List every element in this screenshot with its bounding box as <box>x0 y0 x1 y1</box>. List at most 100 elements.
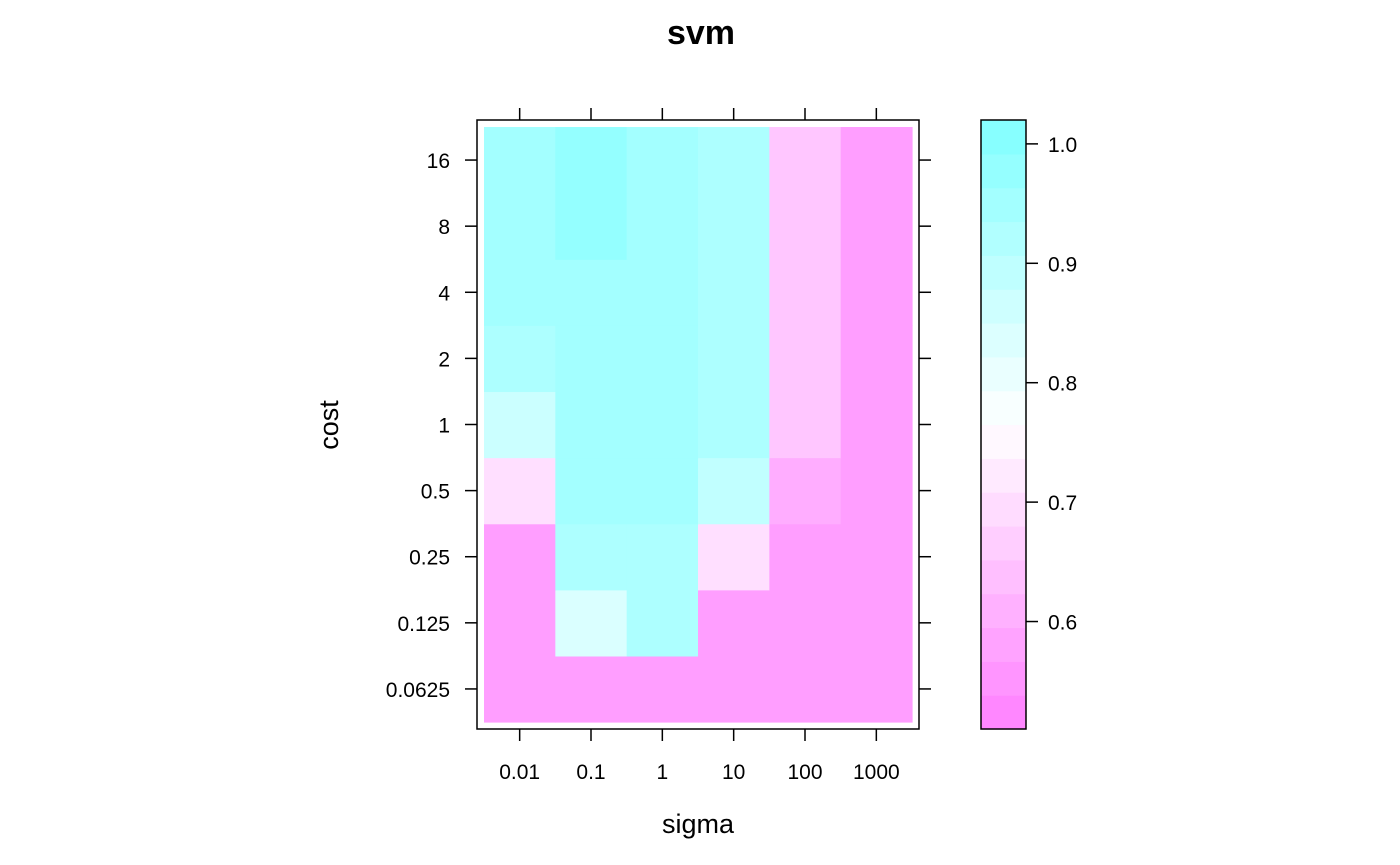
color-key-band <box>981 424 1026 459</box>
heatmap-cell <box>626 193 699 260</box>
color-key-tick-label: 1.0 <box>1048 134 1077 157</box>
heatmap-cell <box>484 655 556 723</box>
y-tick-label: 0.0625 <box>386 679 450 702</box>
color-key-tick-label: 0.6 <box>1048 612 1077 635</box>
heatmap-cell <box>626 391 699 459</box>
heatmap-cell <box>769 391 842 459</box>
color-key-tick-label: 0.8 <box>1048 373 1077 396</box>
color-key-band <box>981 695 1026 730</box>
y-tick-label: 1 <box>438 415 450 438</box>
heatmap-cell <box>484 127 556 194</box>
heatmap-cell <box>555 325 628 393</box>
heatmap-cell <box>698 523 770 591</box>
color-key-band <box>981 323 1026 358</box>
y-axis-label: cost <box>314 400 344 450</box>
heatmap-cell <box>769 193 842 260</box>
y-tick-label: 2 <box>438 348 450 371</box>
heatmap-cell <box>769 259 842 326</box>
color-key-band <box>981 153 1026 189</box>
color-key-band <box>981 356 1026 392</box>
heatmap-cell <box>626 127 699 194</box>
color-key-band <box>981 255 1026 290</box>
color-key-band <box>981 492 1026 527</box>
heatmap-cell <box>698 325 770 393</box>
heatmap-cell <box>840 655 913 723</box>
heatmap-cell <box>840 391 913 459</box>
x-tick-label: 100 <box>787 761 822 784</box>
heatmap-cell <box>840 193 913 260</box>
x-tick-label: 0.01 <box>499 761 540 784</box>
heatmap-cell <box>484 325 556 393</box>
x-axis: 0.01 0.1 1 10 100 1000 <box>499 108 900 784</box>
heatmap-cell <box>626 589 699 657</box>
heatmap-cell <box>698 457 770 525</box>
color-key: 0.6 0.7 0.8 0.9 1.0 <box>980 119 1077 730</box>
heatmap-cell <box>626 655 699 723</box>
heatmap-cell <box>484 259 556 326</box>
y-tick-label: 4 <box>438 282 450 305</box>
x-axis-label: sigma <box>662 809 735 839</box>
heatmap-cell <box>698 127 770 194</box>
heatmap-cell <box>840 127 913 194</box>
y-tick-label: 16 <box>427 150 450 173</box>
heatmap-cell <box>555 127 628 194</box>
heatmap-cell <box>484 523 556 591</box>
heatmap-cell <box>555 655 628 723</box>
color-key-band <box>981 559 1026 595</box>
x-tick-label: 1 <box>656 761 668 784</box>
color-key-band <box>981 187 1026 223</box>
heatmap-cell <box>769 655 842 723</box>
heatmap-cell <box>484 193 556 260</box>
color-key-band <box>981 593 1026 629</box>
heatmap-cell <box>555 589 628 657</box>
color-key-band <box>981 120 1026 155</box>
heatmap-cell <box>698 391 770 459</box>
heatmap-cell <box>769 127 842 194</box>
color-key-tick-label: 0.9 <box>1048 253 1077 276</box>
heatmap-cell <box>626 259 699 326</box>
heatmap-cell <box>698 655 770 723</box>
heatmap-cell <box>555 523 628 591</box>
heatmap-cell <box>769 325 842 393</box>
y-tick-label: 0.5 <box>421 481 450 504</box>
heatmap-cell <box>698 193 770 260</box>
heatmap-cell <box>769 589 842 657</box>
heatmap-cell <box>840 259 913 326</box>
y-tick-label: 0.125 <box>397 613 450 636</box>
heatmap-cell <box>555 259 628 326</box>
heatmap-cell <box>484 589 556 657</box>
x-tick-label: 10 <box>722 761 745 784</box>
heatmap-cell <box>698 259 770 326</box>
heatmap-cells <box>484 127 913 723</box>
heatmap-cell <box>555 391 628 459</box>
heatmap-cell <box>484 457 556 525</box>
heatmap-cell <box>769 523 842 591</box>
y-tick-label: 8 <box>438 216 450 239</box>
x-tick-label: 0.1 <box>576 761 605 784</box>
heatmap-cell <box>626 457 699 525</box>
heatmap-cell <box>555 193 628 260</box>
heatmap-cell <box>626 523 699 591</box>
heatmap-cell <box>840 523 913 591</box>
heatmap-cell <box>555 457 628 525</box>
color-key-band <box>981 627 1026 662</box>
color-key-band <box>981 458 1026 493</box>
heatmap-cell <box>840 589 913 657</box>
heatmap-cell <box>698 589 770 657</box>
chart-title: svm <box>667 14 735 52</box>
heatmap-cell <box>626 325 699 393</box>
color-key-frame <box>980 119 1027 730</box>
y-tick-label: 0.25 <box>409 547 450 570</box>
color-key-band <box>981 289 1026 324</box>
color-key-band <box>981 526 1026 561</box>
heatmap-cell <box>484 391 556 459</box>
color-key-band <box>981 390 1026 426</box>
color-key-band <box>981 661 1026 696</box>
color-key-tick-label: 0.7 <box>1048 492 1077 515</box>
heatmap-cell <box>769 457 842 525</box>
x-tick-label: 1000 <box>853 761 900 784</box>
heatmap-cell <box>840 325 913 393</box>
color-key-band <box>981 221 1026 256</box>
y-axis: 0.0625 0.125 0.25 0.5 1 2 4 8 16 <box>386 150 931 702</box>
